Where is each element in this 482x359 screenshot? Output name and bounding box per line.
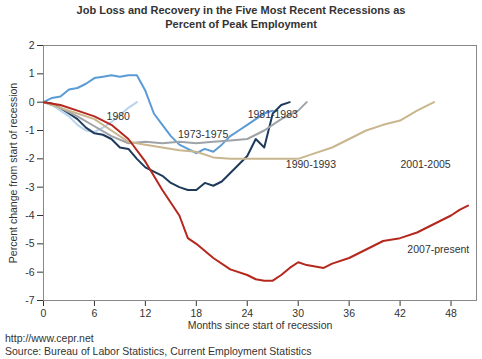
- svg-text:2007-present: 2007-present: [407, 243, 469, 255]
- svg-text:48: 48: [445, 307, 457, 319]
- svg-text:2001-2005: 2001-2005: [400, 158, 450, 170]
- svg-text:-4: -4: [25, 209, 34, 221]
- svg-text:-6: -6: [25, 266, 34, 278]
- svg-text:1990-1993: 1990-1993: [286, 158, 336, 170]
- svg-text:12: 12: [140, 307, 152, 319]
- svg-text:-7: -7: [25, 294, 34, 306]
- html-text:Percent of Peak Employment: Percent of Peak Employment: [165, 18, 317, 30]
- html-text:Job Loss and Recovery in the F: Job Loss and Recovery in the Five Most R…: [76, 4, 406, 16]
- svg-text:-3: -3: [25, 181, 34, 193]
- svg-text:30: 30: [292, 307, 304, 319]
- svg-text:Percent change from start of r: Percent change from start of recession: [7, 83, 19, 263]
- svg-text:1981-1983: 1981-1983: [248, 108, 298, 120]
- svg-text:6: 6: [92, 307, 98, 319]
- svg-text:-1: -1: [25, 124, 34, 136]
- svg-text:-2: -2: [25, 152, 34, 164]
- svg-text:1980: 1980: [107, 110, 131, 122]
- svg-text:0: 0: [29, 96, 35, 108]
- svg-text:36: 36: [343, 307, 355, 319]
- svg-text:Months since start of recessio: Months since start of recession: [188, 319, 333, 331]
- svg-text:42: 42: [394, 307, 406, 319]
- svg-text:0: 0: [41, 307, 47, 319]
- svg-text:1: 1: [29, 67, 35, 79]
- svg-text:2: 2: [29, 39, 35, 51]
- svg-text:-5: -5: [25, 237, 34, 249]
- html-text:Source: Bureau of Labor Statis: Source: Bureau of Labor Statistics, Curr…: [5, 345, 312, 357]
- html-text:http://www.cepr.net: http://www.cepr.net: [5, 332, 94, 344]
- svg-text:24: 24: [241, 307, 253, 319]
- svg-text:1973-1975: 1973-1975: [178, 128, 228, 140]
- svg-text:18: 18: [190, 307, 202, 319]
